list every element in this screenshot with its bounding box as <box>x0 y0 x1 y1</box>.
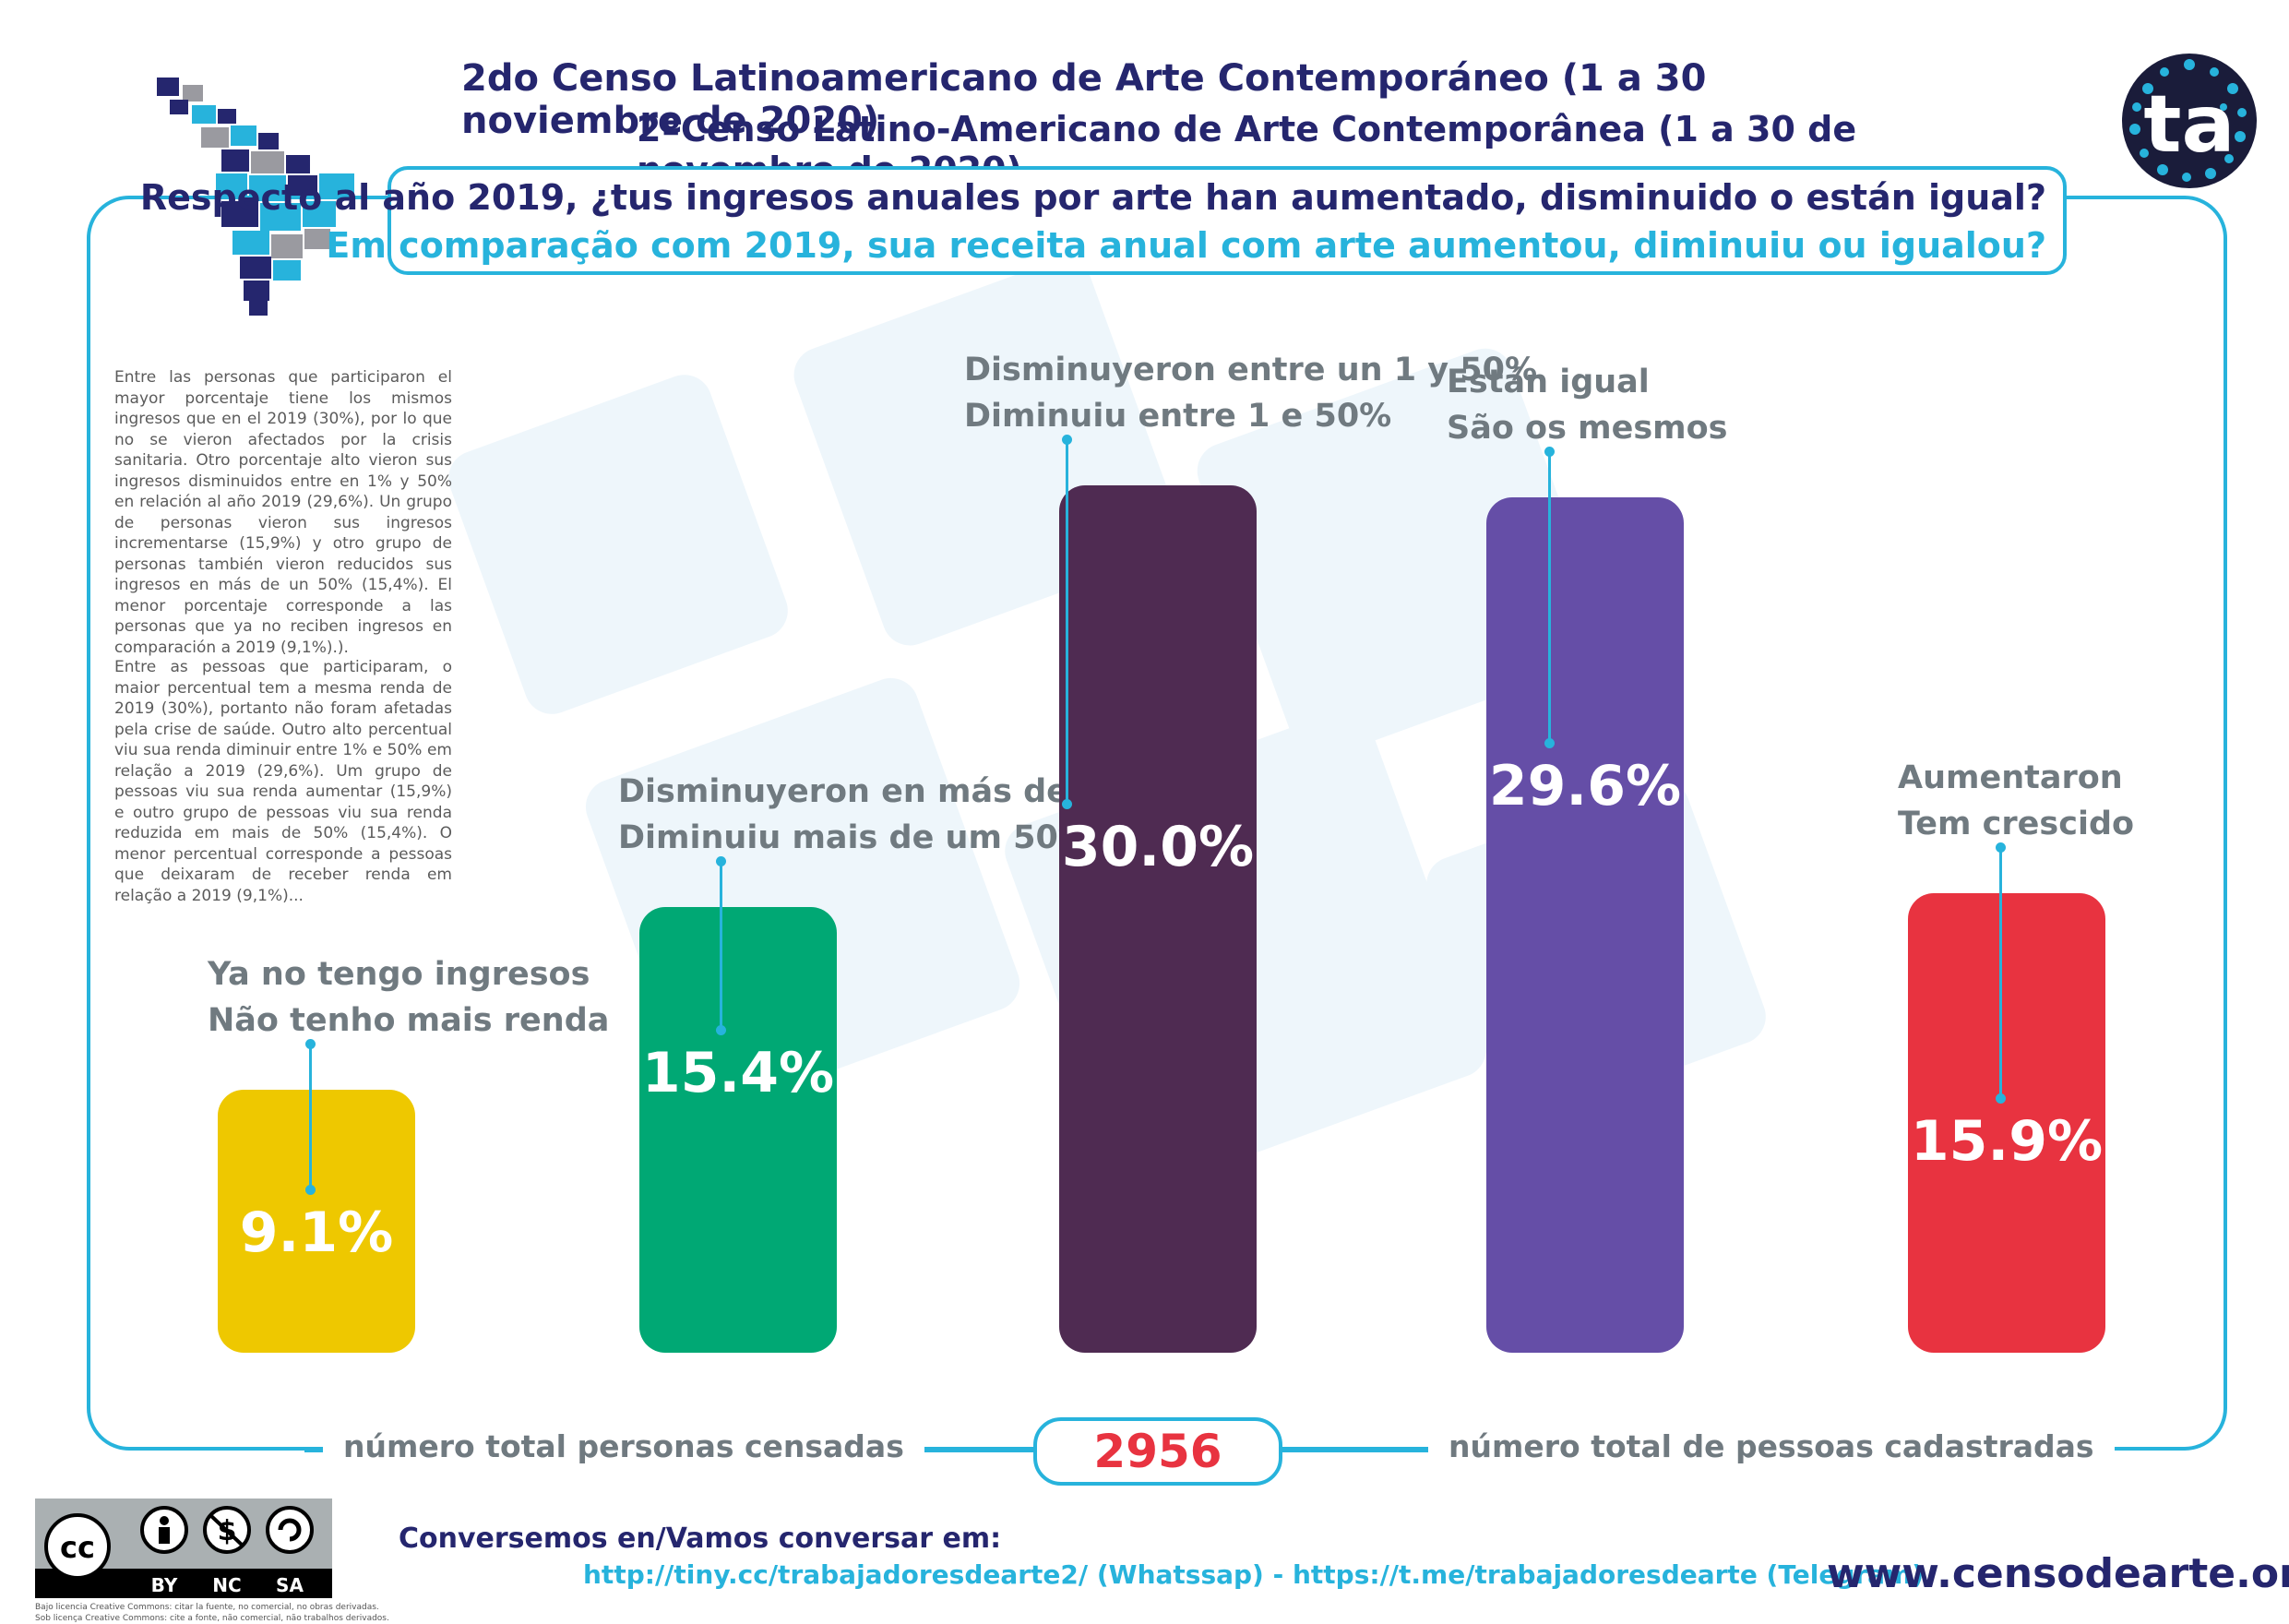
category-label-pt: São os mesmos <box>1447 410 1728 447</box>
svg-text:cc: cc <box>60 1530 95 1565</box>
total-label-pt: número total de pessoas cadastradas <box>1428 1428 2115 1464</box>
connector-line-3 <box>1066 439 1068 804</box>
total-label-es: número total personas censadas <box>323 1428 924 1464</box>
connector-dot <box>1062 435 1072 445</box>
connector-dot <box>1544 738 1555 748</box>
bar-label-5: Aumentaron Tem crescido <box>1898 755 2134 847</box>
ta-logo: ta <box>2122 54 2257 188</box>
cc-license-badge: cc $ BY NC SA <box>35 1499 332 1598</box>
connector-dot <box>716 856 726 866</box>
license-note-pt: Sob licença Creative Commons: cite a fon… <box>35 1614 389 1623</box>
bar-value-2: 15.4% <box>641 1041 835 1105</box>
bar-5 <box>1908 893 2105 1353</box>
connector-dot <box>1062 799 1072 809</box>
connector-dot <box>716 1025 726 1035</box>
connector-dot <box>305 1185 316 1195</box>
description-pt: Entre as pessoas que participaram, o mai… <box>114 658 452 905</box>
cc-by-label: BY <box>151 1574 178 1596</box>
bar-1 <box>218 1090 415 1353</box>
bar-label-4: Están igual São os mesmos <box>1447 359 1728 451</box>
category-label-pt: Tem crescido <box>1898 806 2135 842</box>
license-note-es: Bajo licencia Creative Commons: citar la… <box>35 1603 379 1612</box>
connector-dot <box>1996 842 2006 853</box>
cc-sa-label: SA <box>276 1574 304 1596</box>
bar-2 <box>639 907 837 1353</box>
contact-links[interactable]: http://tiny.cc/trabajadoresdearte2/ (Wha… <box>583 1559 1925 1590</box>
logo-text: ta <box>2143 78 2235 171</box>
category-label-es: Están igual <box>1447 364 1650 400</box>
description-es: Entre las personas que participaron el m… <box>114 368 452 657</box>
connector-line-2 <box>720 861 722 1030</box>
bar-3 <box>1059 485 1257 1353</box>
total-value: 2956 <box>1093 1425 1222 1478</box>
question-box: Respecto al año 2019, ¿tus ingresos anua… <box>140 166 2067 275</box>
bar-label-1: Ya no tengo ingresos Não tenho mais renda <box>208 951 609 1044</box>
bar-value-4: 29.6% <box>1488 754 1682 818</box>
connector-line-1 <box>309 1044 312 1189</box>
category-label-pt: Diminuiu mais de um 50% <box>618 819 1091 856</box>
category-label-pt: Diminuiu entre 1 e 50% <box>964 398 1392 435</box>
cc-nc-label: NC <box>212 1574 241 1596</box>
category-label-es: Disminuyeron entre un 1 y 50% <box>964 352 1538 388</box>
bar-4 <box>1486 497 1684 1353</box>
category-label-pt: Não tenho mais renda <box>208 1002 610 1039</box>
conversation-label: Conversemos en/Vamos conversar em: <box>399 1522 1002 1555</box>
question-es: Respecto al año 2019, ¿tus ingresos anua… <box>139 177 2046 218</box>
question-pt: Em comparação com 2019, sua receita anua… <box>326 225 2046 266</box>
bar-value-5: 15.9% <box>1910 1109 2104 1174</box>
bar-value-3: 30.0% <box>1061 815 1255 879</box>
bar-value-1: 9.1% <box>239 1200 394 1265</box>
total-value-box: 2956 <box>1033 1417 1282 1486</box>
website-link[interactable]: www.censodearte.org <box>1827 1550 2289 1597</box>
category-label-es: Aumentaron <box>1898 759 2123 796</box>
cc-license: cc $ BY NC SA Bajo licencia Creative Com… <box>35 1499 389 1623</box>
connector-line-4 <box>1548 451 1551 743</box>
bar-label-3: Disminuyeron entre un 1 y 50% Diminuiu en… <box>964 347 1537 439</box>
connector-dot <box>1996 1093 2006 1104</box>
connector-dot <box>1544 447 1555 457</box>
census-title-es: 2do Censo Latinoamericano de Arte Contem… <box>461 57 1707 142</box>
category-label-es: Ya no tengo ingresos <box>208 956 590 993</box>
connector-dot <box>305 1039 316 1049</box>
connector-line-5 <box>1999 847 2002 1098</box>
latin-america-map-logo <box>157 78 354 316</box>
